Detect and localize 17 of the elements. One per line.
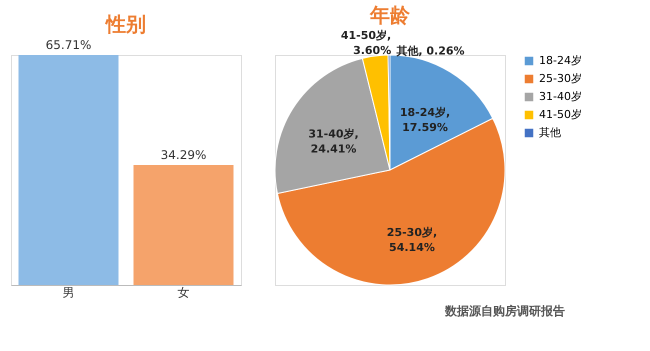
x-tick-label: 男 <box>62 286 74 300</box>
data-label: 25-30岁, 54.14% <box>386 226 438 254</box>
legend-label: 41-50岁 <box>539 108 582 121</box>
chart-title: 年龄 <box>369 2 411 27</box>
data-label: 41-50岁, 3.60% <box>340 28 392 57</box>
data-label: 34.29% <box>160 148 206 162</box>
x-tick-label: 女 <box>178 286 190 300</box>
data-label: 65.71% <box>46 38 92 52</box>
data-label: 其他, 0.26% <box>395 44 465 58</box>
chart-title: 性别 <box>104 12 146 36</box>
legend-label: 其他 <box>539 126 561 139</box>
legend-label: 31-40岁 <box>539 90 582 103</box>
text: 数据源自购房调研报告 <box>444 304 565 318</box>
data-label: 18-24岁, 17.59% <box>400 106 450 134</box>
data-label: 31-40岁, 24.41% <box>308 127 359 156</box>
legend-label: 18-24岁 <box>539 54 582 67</box>
legend-label: 25-30岁 <box>539 72 582 85</box>
